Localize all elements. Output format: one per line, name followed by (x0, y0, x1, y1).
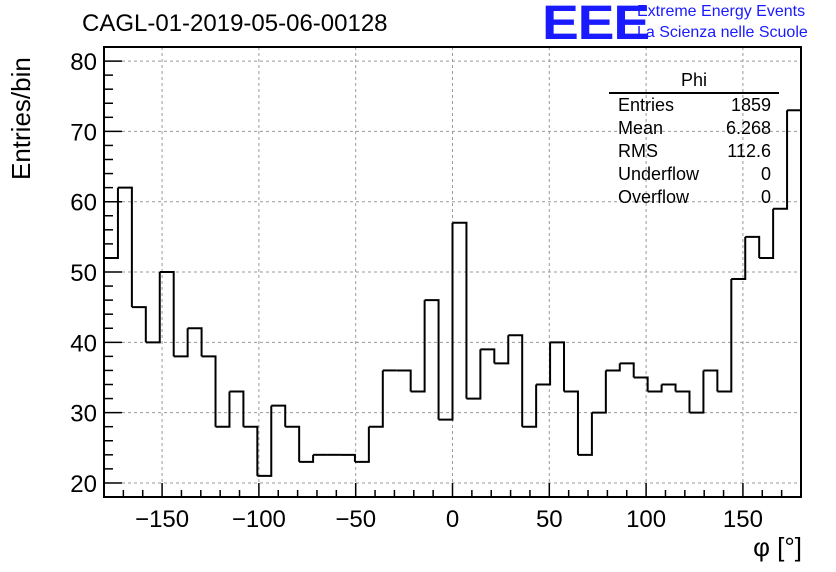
x-tick-label: −100 (232, 506, 286, 533)
x-tick-label: 50 (536, 506, 563, 533)
histogram-bin (605, 363, 621, 372)
histogram-bin (591, 370, 607, 414)
histogram-bin (647, 384, 663, 393)
stats-label: Underflow (618, 164, 700, 184)
histogram-bin (731, 236, 747, 281)
histogram-bin (243, 425, 259, 476)
histogram-bin (131, 306, 147, 343)
histogram-bin (717, 279, 733, 393)
histogram-bin (619, 362, 635, 378)
logo-line-1: Extreme Energy Events (637, 3, 806, 20)
x-tick-label: −50 (335, 506, 376, 533)
histogram-bin (675, 390, 691, 413)
histogram-bin (494, 335, 510, 365)
histogram-bin (689, 370, 705, 414)
histogram-bin (424, 299, 440, 420)
histogram-bin (285, 425, 301, 462)
histogram-bin (773, 110, 789, 210)
histogram-bin (508, 334, 524, 427)
y-axis-label: Entries/bin (6, 57, 36, 180)
stats-value: 0 (760, 164, 771, 184)
histogram-bin (299, 454, 315, 463)
stats-title: Phi (609, 70, 779, 94)
y-tick-label: 80 (70, 49, 97, 76)
histogram-bin (368, 370, 384, 428)
stats-label: Mean (618, 118, 664, 138)
histogram-bin (340, 453, 356, 462)
histogram-bin (271, 404, 287, 427)
histogram-bin (201, 355, 217, 427)
stats-row-mean: Mean 6.268 (609, 117, 779, 140)
histogram-bin (396, 369, 412, 392)
y-tick-label: 50 (70, 260, 97, 287)
stats-value: 0 (760, 187, 771, 207)
stats-row-rms: RMS 112.6 (609, 140, 779, 163)
stats-label: Entries (618, 95, 675, 115)
histogram-bin (759, 208, 775, 259)
stats-label: RMS (618, 141, 658, 161)
stats-box: Phi Entries 1859 Mean 6.268 RMS 112.6 Un… (609, 70, 779, 209)
y-tick-label: 30 (70, 401, 97, 428)
logo-line-2: La Scienza nelle Scuole (637, 24, 808, 41)
histogram-bin (215, 391, 231, 428)
y-tick-label: 20 (70, 471, 97, 498)
histogram-bin (703, 369, 719, 392)
histogram-bin (117, 186, 133, 308)
y-tick-label: 60 (70, 190, 97, 217)
chart-title: CAGL-01-2019-05-06-00128 (82, 10, 388, 37)
histogram-bin (257, 405, 273, 477)
histogram-bin (577, 412, 593, 456)
histogram-bin (550, 341, 566, 392)
stats-row-overflow: Overflow 0 (609, 186, 779, 209)
x-tick-label: −150 (135, 506, 189, 533)
x-axis-label: φ [°] (753, 532, 802, 562)
histogram-bin (466, 349, 482, 400)
stats-row-underflow: Underflow 0 (609, 163, 779, 186)
eee-logo: EEE (542, 0, 650, 50)
histogram-bin (410, 300, 426, 393)
histogram-bin (633, 376, 649, 392)
x-tick-label: 150 (723, 506, 763, 533)
histogram-bin (354, 426, 370, 463)
stats-label: Overflow (618, 187, 690, 207)
stats-row-entries: Entries 1859 (609, 94, 779, 117)
histogram-bin (452, 221, 468, 399)
histogram-bin (187, 327, 203, 357)
histogram-bin (229, 390, 245, 427)
histogram-bin (564, 390, 579, 455)
histogram-bin (438, 222, 454, 421)
histogram-bin (159, 271, 175, 357)
y-tick-label: 40 (70, 330, 97, 357)
histogram-bin (745, 235, 761, 258)
stats-value: 6.268 (725, 118, 771, 138)
x-tick-label: 100 (626, 506, 666, 533)
y-tick-label: 70 (70, 119, 97, 146)
stats-value: 112.6 (727, 141, 771, 161)
histogram-bin (522, 384, 538, 428)
x-tick-label: 0 (446, 506, 459, 533)
stats-value: 1859 (730, 95, 771, 115)
histogram-bin (145, 272, 161, 344)
histogram-bin (173, 328, 189, 358)
histogram-bin (536, 342, 552, 386)
histogram-bin (480, 348, 496, 364)
histogram-bin (661, 383, 677, 392)
